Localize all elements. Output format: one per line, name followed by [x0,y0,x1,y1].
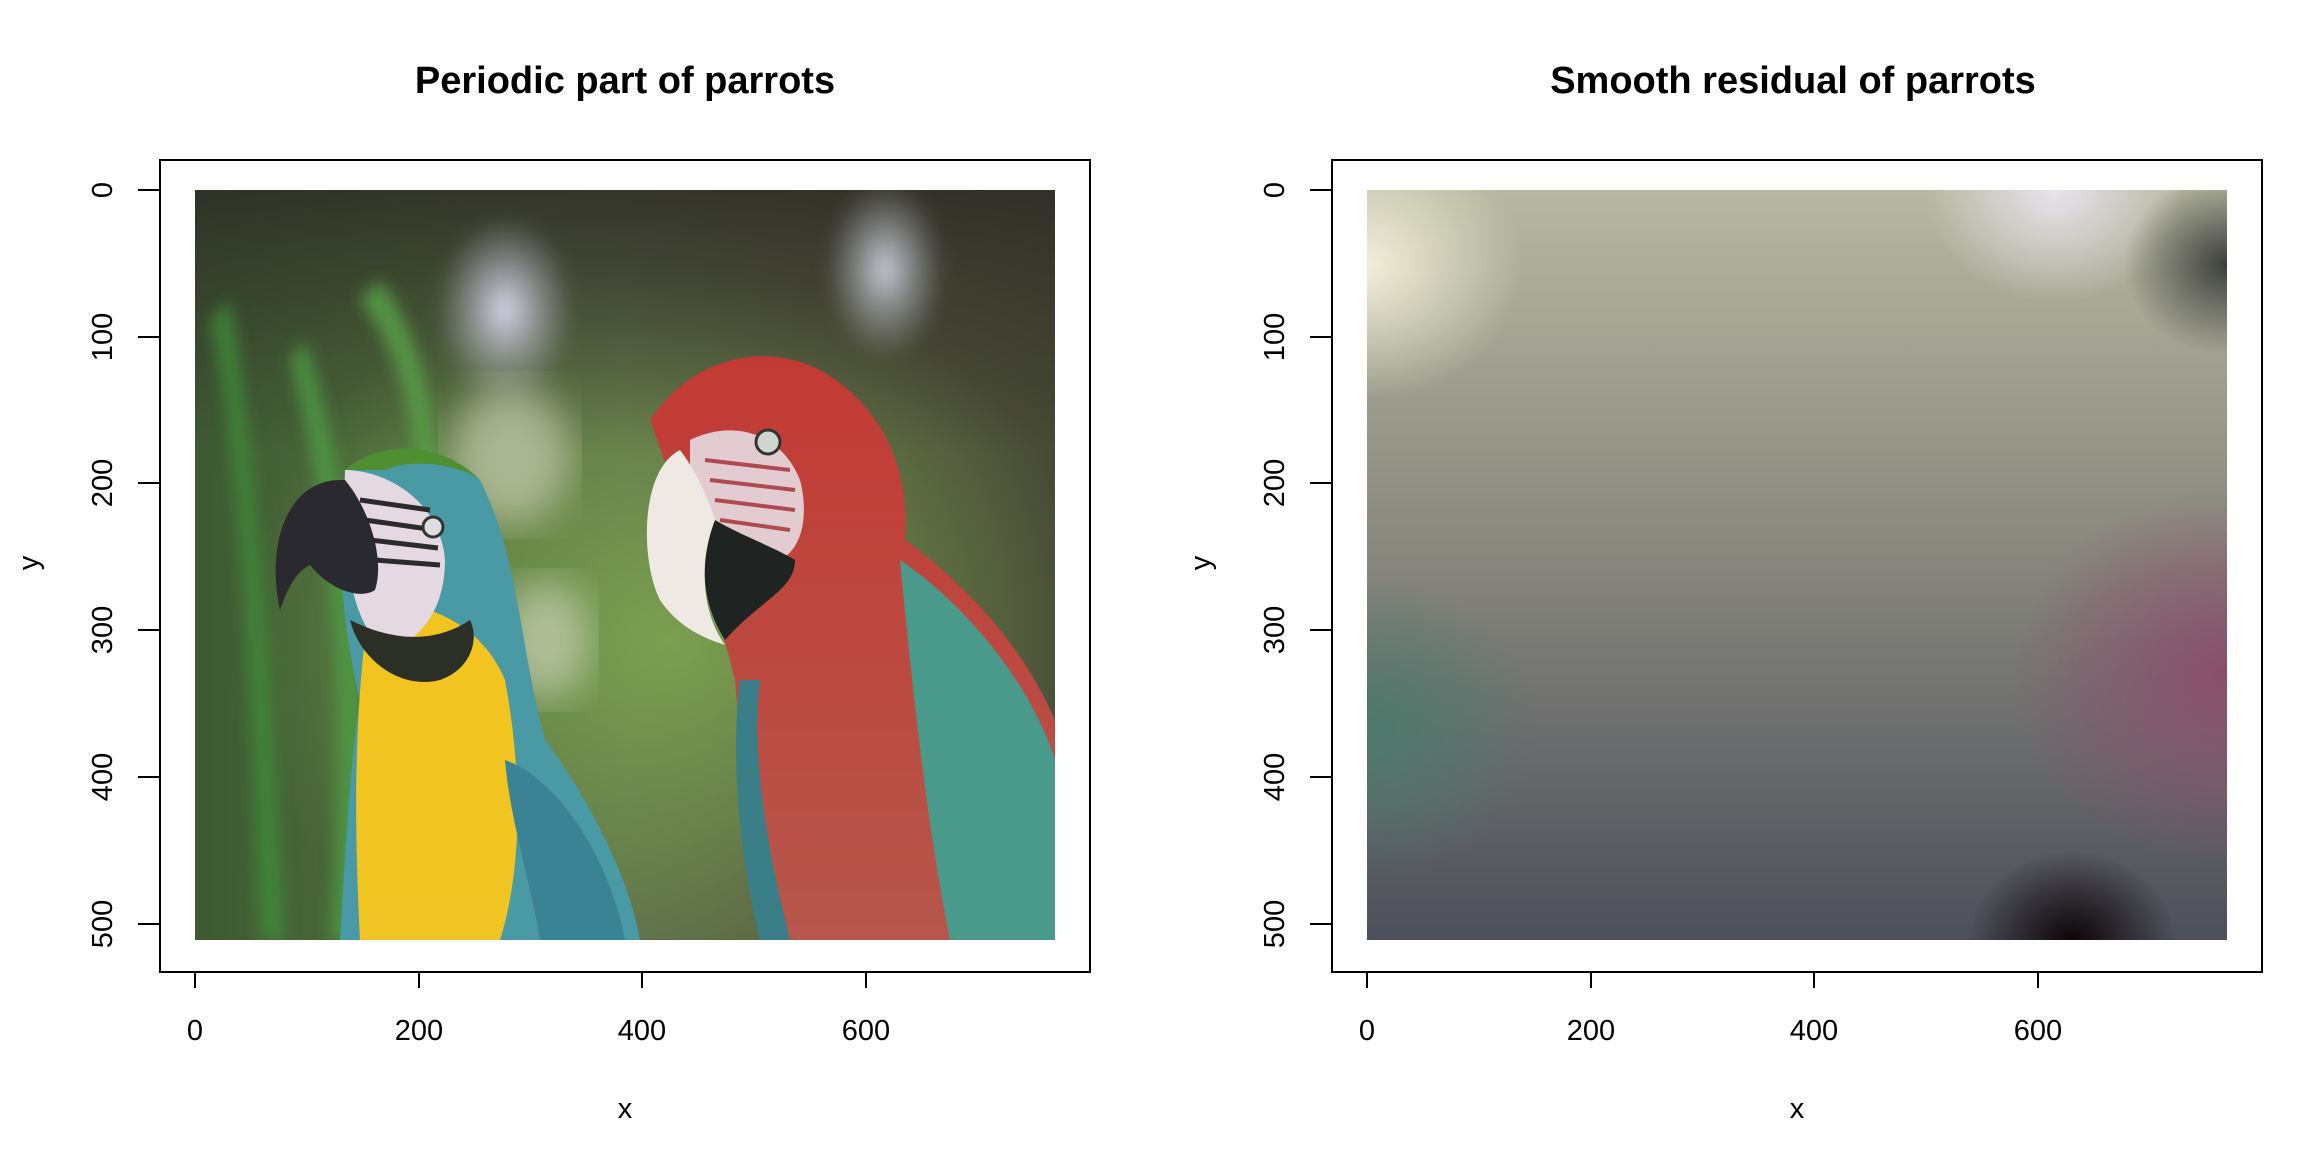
y-tick-label: 100 [1259,313,1291,361]
y-axis-label: y [13,555,45,570]
y-tick-label: 300 [87,606,119,654]
y-tick-label: 0 [87,182,119,198]
y-tick-label: 500 [87,900,119,948]
y-tick-label: 200 [87,459,119,507]
y-tick-label: 0 [1259,182,1291,198]
panel-smooth: Smooth residual of parrots 0 200 400 600… [1185,60,2263,1125]
x-tick-label: 200 [395,1015,443,1047]
image-raster [195,190,1055,940]
x-axis: 0 200 400 600 x [1359,971,2062,1125]
x-axis-label: x [1790,1093,1805,1125]
y-tick-label: 100 [87,313,119,361]
panel-periodic: Periodic part of parrots [13,60,1091,1125]
chart-title: Smooth residual of parrots [1550,60,2036,102]
macaw-blue-yellow [275,448,640,940]
x-tick-label: 0 [1359,1015,1375,1047]
y-axis: 0 100 200 300 400 500 y [13,182,161,948]
y-tick-label: 400 [87,753,119,801]
chart-title: Periodic part of parrots [415,60,835,102]
x-tick-label: 600 [842,1015,890,1047]
y-tick-label: 500 [1259,900,1291,948]
x-axis: 0 200 400 600 x [187,971,890,1125]
x-axis-label: x [618,1093,633,1125]
y-tick-label: 400 [1259,753,1291,801]
image-raster [1367,190,2227,940]
x-tick-label: 400 [1790,1015,1838,1047]
y-axis: 0 100 200 300 400 500 y [1185,182,1333,948]
y-axis-label: y [1185,555,1217,570]
macaw-red [646,356,1055,940]
x-tick-label: 200 [1567,1015,1615,1047]
x-tick-label: 400 [618,1015,666,1047]
y-tick-label: 300 [1259,606,1291,654]
x-tick-label: 0 [187,1015,203,1047]
x-tick-label: 600 [2014,1015,2062,1047]
y-tick-label: 200 [1259,459,1291,507]
